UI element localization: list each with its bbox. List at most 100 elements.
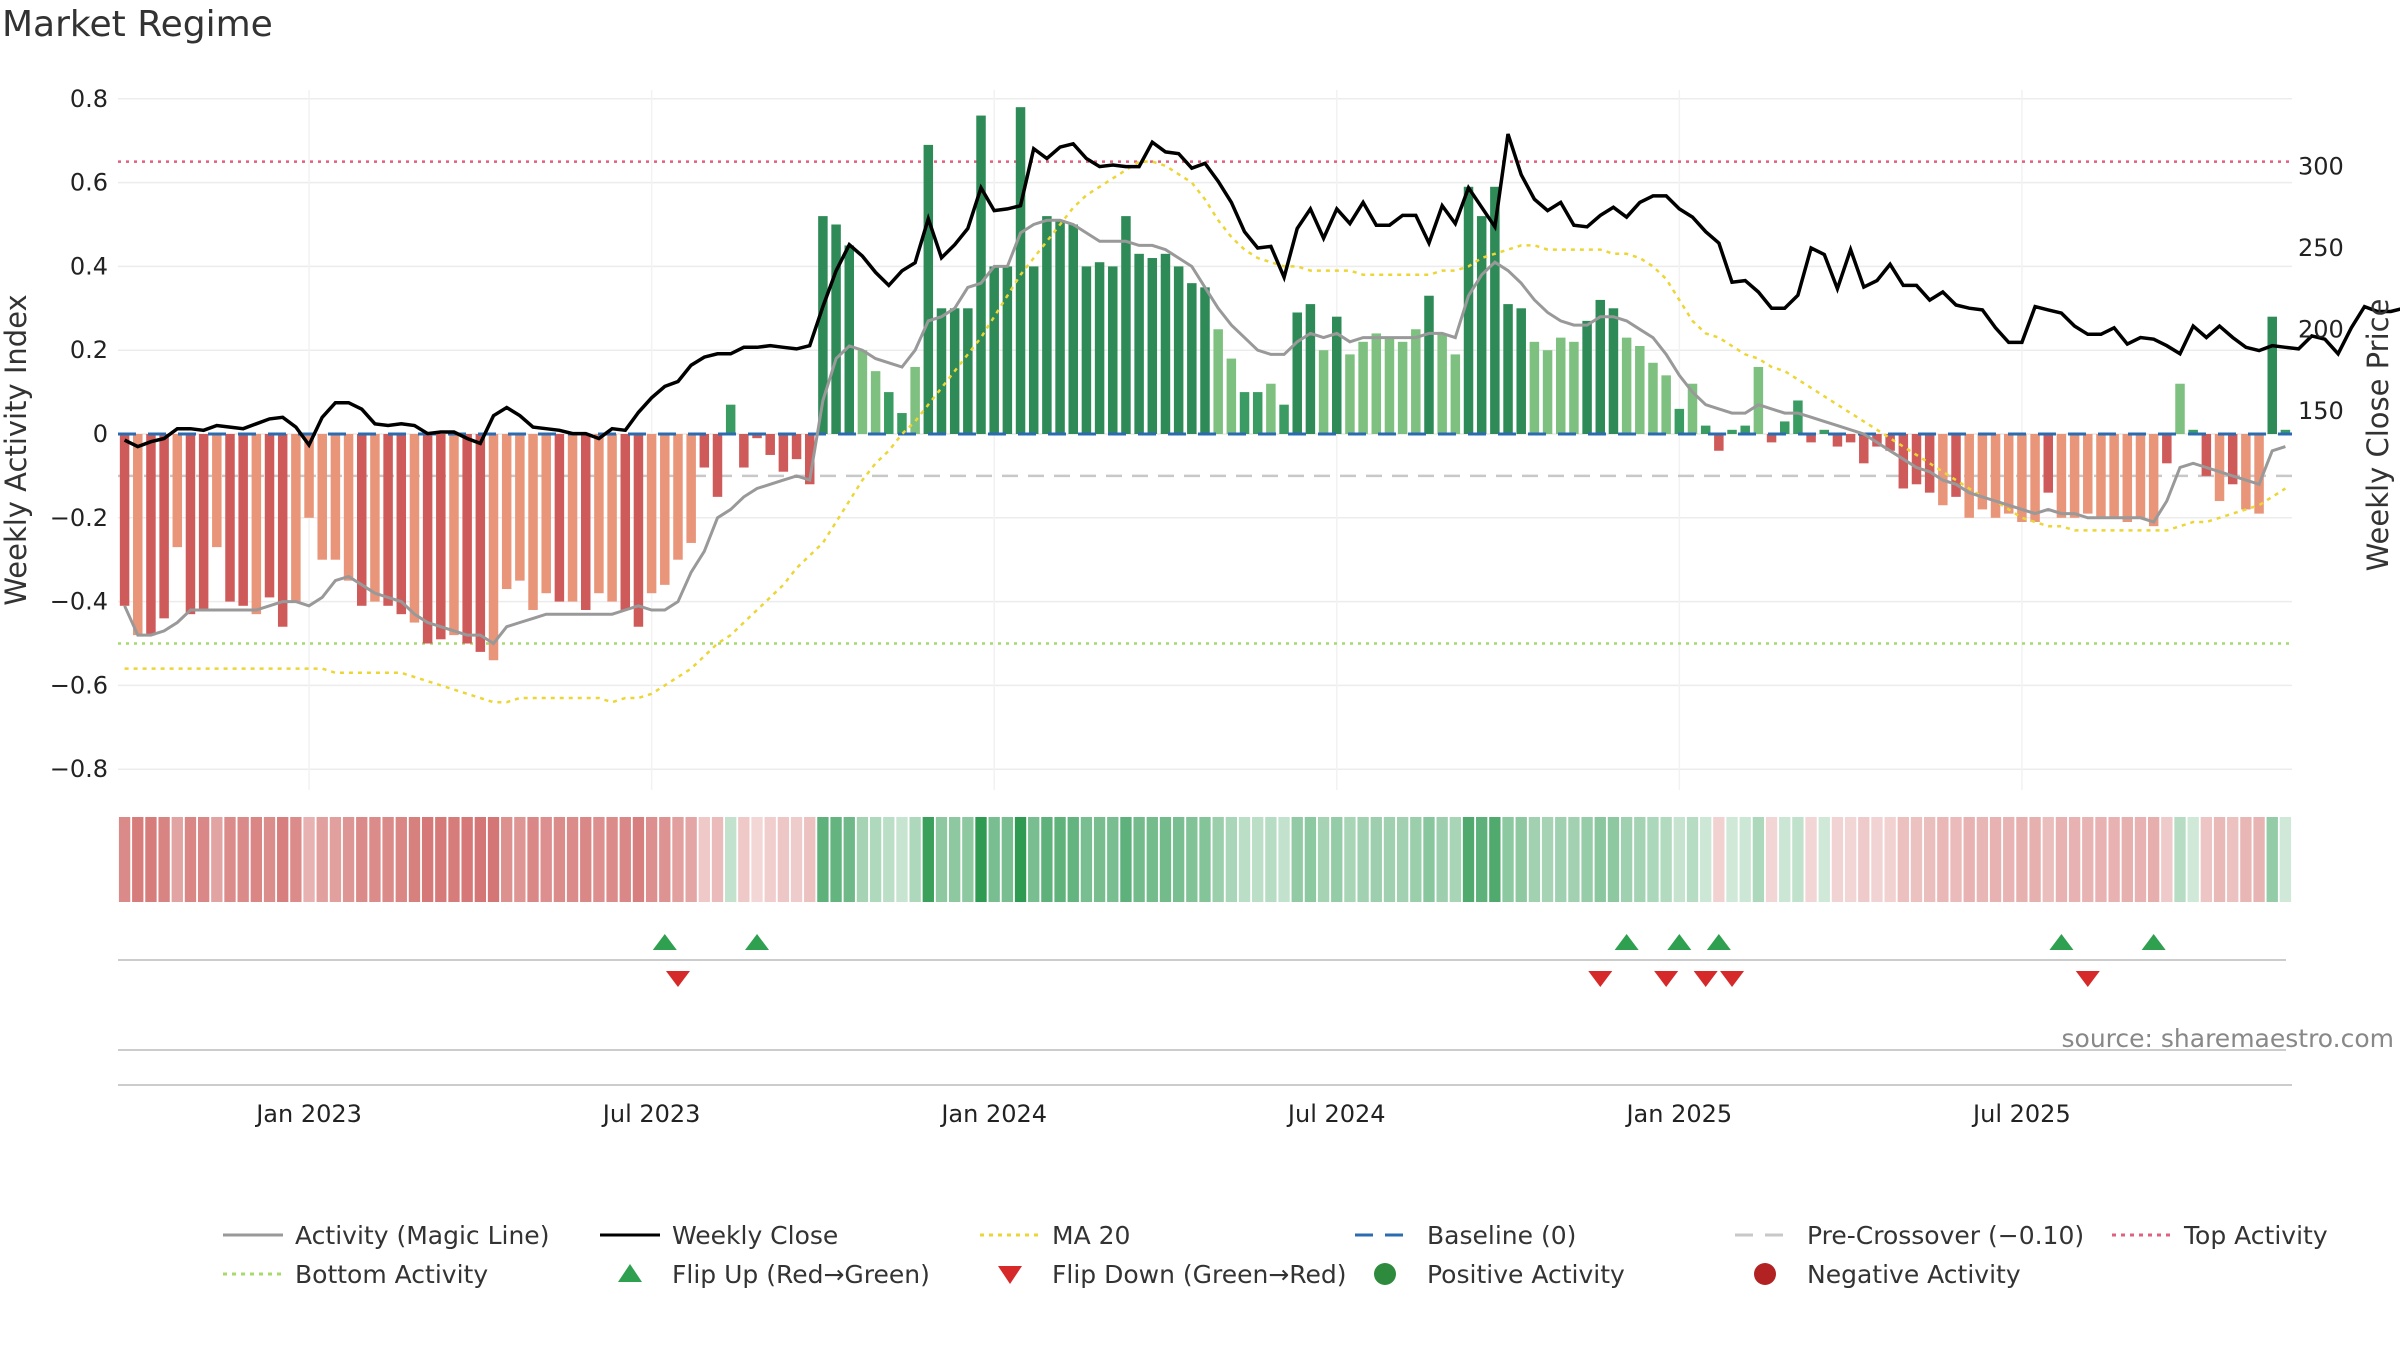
- regime-cell: [1805, 817, 1817, 902]
- regime-cell: [1765, 817, 1778, 902]
- activity-bar: [818, 216, 828, 434]
- activity-bar: [2122, 434, 2133, 522]
- activity-bar: [607, 434, 617, 602]
- activity-bar: [2214, 434, 2225, 502]
- activity-bar: [1977, 434, 1988, 510]
- regime-cell: [2055, 817, 2068, 902]
- activity-bar: [686, 434, 696, 543]
- activity-bar: [567, 434, 578, 602]
- ma20-line: [124, 160, 2287, 704]
- legend-swatch: [1754, 1263, 1776, 1285]
- activity-bar: [304, 434, 314, 518]
- activity-bar: [646, 434, 657, 594]
- activity-bar: [1173, 266, 1184, 434]
- regime-cell: [1897, 817, 1909, 902]
- activity-bar: [1239, 392, 1250, 434]
- x-tick-label: Jan 2025: [1624, 1100, 1732, 1128]
- activity-bar: [146, 434, 156, 636]
- left-tick-label: 0.6: [70, 169, 108, 197]
- regime-cell: [1924, 817, 1936, 902]
- activity-bar: [475, 434, 486, 652]
- activity-bar: [1028, 266, 1039, 434]
- regime-cell: [593, 817, 605, 902]
- right-tick-label: 250: [2298, 234, 2344, 262]
- activity-bar: [660, 434, 670, 585]
- regime-cell: [2200, 817, 2213, 902]
- regime-cell: [2082, 817, 2094, 902]
- regime-cell: [316, 817, 328, 902]
- regime-cell: [395, 817, 407, 902]
- activity-bar: [357, 434, 367, 606]
- activity-bar: [1450, 354, 1461, 434]
- activity-bar: [1661, 375, 1671, 434]
- regime-strip: [118, 817, 2292, 902]
- activity-bar: [897, 413, 907, 434]
- activity-bar: [1081, 266, 1092, 434]
- regime-cell: [685, 817, 697, 902]
- legend-swatch: [998, 1266, 1022, 1284]
- activity-bar: [1463, 186, 1474, 434]
- activity-bar: [2017, 434, 2027, 522]
- regime-cell: [2227, 817, 2239, 902]
- activity-bar: [449, 434, 459, 636]
- activity-bar: [1187, 283, 1197, 434]
- activity-bar: [739, 434, 749, 468]
- regime-cell: [1528, 817, 1541, 902]
- regime-cell: [329, 817, 342, 902]
- activity-bar: [1700, 425, 1711, 434]
- activity-bar: [620, 434, 631, 610]
- activity-bar: [1582, 320, 1592, 434]
- regime-cell: [2134, 817, 2147, 902]
- regime-cell: [2213, 817, 2226, 902]
- activity-bar: [1990, 434, 2001, 518]
- activity-bar: [1648, 362, 1658, 434]
- regime-cell: [342, 817, 355, 902]
- activity-bar: [2201, 434, 2212, 476]
- legend-entry: MA 20: [980, 1221, 1130, 1250]
- regime-cell: [2108, 817, 2120, 902]
- regime-cell: [948, 817, 961, 902]
- activity-bar: [1872, 434, 1882, 447]
- legend-swatch: [618, 1264, 642, 1282]
- regime-cell: [1199, 817, 1211, 902]
- regime-cell: [224, 817, 236, 902]
- regime-cell: [2016, 817, 2028, 902]
- activity-bar: [212, 434, 222, 548]
- legend-label: Top Activity: [2183, 1221, 2328, 1250]
- activity-bar: [923, 144, 934, 434]
- activity-bar: [1885, 434, 1895, 451]
- regime-cell: [1686, 817, 1699, 902]
- regime-cell: [962, 817, 974, 902]
- regime-cell: [1844, 817, 1857, 902]
- regime-cell: [843, 817, 855, 902]
- left-tick-label: 0.8: [70, 85, 108, 113]
- regime-cell: [2174, 817, 2186, 902]
- flip-up-marker: [1667, 934, 1692, 950]
- activity-bar: [1674, 408, 1685, 434]
- activity-bar: [1002, 266, 1013, 434]
- regime-cell: [896, 817, 908, 902]
- source-credit: source: sharemaestro.com: [2062, 1024, 2395, 1053]
- activity-bar: [1345, 354, 1355, 434]
- regime-cell: [1910, 817, 1923, 902]
- legend-label: Weekly Close: [672, 1221, 838, 1250]
- regime-cell: [725, 817, 737, 902]
- regime-cell: [1634, 817, 1646, 902]
- regime-cell: [1950, 817, 1962, 902]
- activity-bar: [1424, 295, 1434, 434]
- regime-cell: [1436, 817, 1448, 902]
- regime-cell: [1779, 817, 1791, 902]
- activity-bar: [1108, 266, 1118, 434]
- activity-bar: [515, 434, 525, 581]
- legend-label: Pre-Crossover (−0.10): [1807, 1221, 2084, 1250]
- left-tick-label: 0.4: [70, 252, 108, 280]
- activity-bar: [488, 434, 499, 661]
- regime-cell: [290, 817, 302, 902]
- regime-cell: [1080, 817, 1093, 902]
- right-tick-label: 150: [2298, 397, 2344, 425]
- flip-up-marker: [1706, 934, 1731, 950]
- regime-cell: [303, 817, 315, 902]
- activity-bar: [185, 434, 196, 615]
- x-tick-label: Jul 2023: [601, 1100, 701, 1128]
